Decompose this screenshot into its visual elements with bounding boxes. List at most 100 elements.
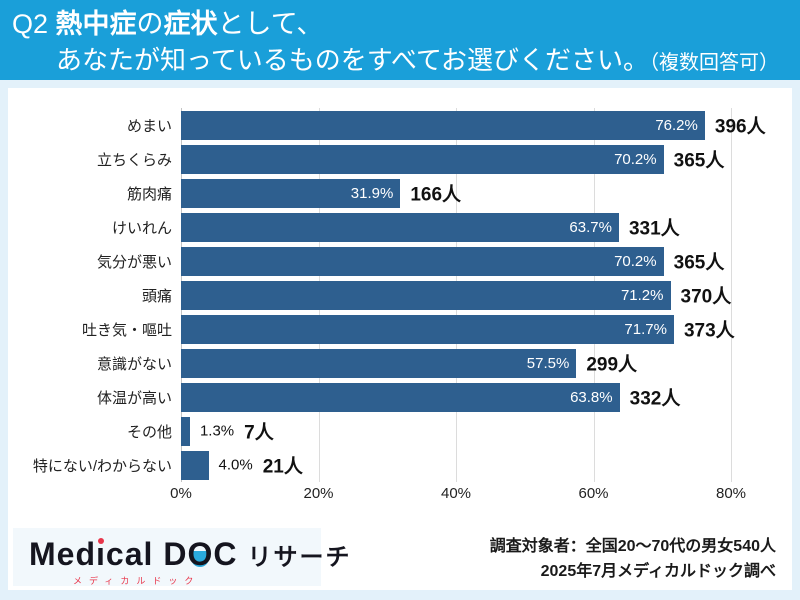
bar-value-labels: 331人: [629, 214, 680, 241]
medicaldoc-logo: Medı cal DO C リサーチ メディカルドック: [13, 528, 349, 586]
question-line2-note: （複数回答可）: [649, 51, 780, 74]
bar-count-label: 370人: [680, 286, 732, 308]
bar-percent-label: 71.7%: [624, 320, 667, 338]
category-label: 吐き気・嘔吐: [81, 321, 172, 339]
survey-note-line1: 調査対象者：全国20〜70代の男女540人: [489, 538, 776, 555]
question-line1-segment: として、: [217, 9, 324, 39]
bar-value-labels: 332人: [630, 384, 681, 411]
bar-row: 頭痛 71.2% 370人: [8, 278, 792, 312]
bar-percent-label: 70.2%: [614, 150, 657, 168]
question-line1-segment: 症状: [163, 9, 218, 39]
bar-value-labels: 4.0% 21人: [219, 452, 303, 479]
category-label: けいれん: [111, 219, 172, 237]
bar-row: 筋肉痛 31.9% 166人: [8, 176, 792, 210]
bar-percent-label: 4.0%: [218, 456, 253, 474]
bar: 31.9%: [181, 178, 401, 208]
bar-count-label: 365人: [673, 252, 725, 274]
bar-percent-label: 76.2%: [655, 116, 698, 134]
bar-count-label: 21人: [262, 456, 303, 478]
survey-note-line2: 2025年7月メディカルドック調べ: [540, 563, 776, 580]
bar-count-label: 7人: [244, 422, 274, 444]
bar: [181, 416, 190, 446]
bar-track: 70.2% 365人: [181, 144, 731, 174]
bar-row: 特にない/わからない 4.0% 21人: [8, 448, 792, 482]
bar-track: 70.2% 365人: [181, 246, 731, 276]
bar-count-label: 332人: [629, 388, 681, 410]
category-label: めまい: [126, 117, 172, 135]
logo-i-dot: [97, 538, 104, 544]
bar-track: 1.3% 7人: [181, 416, 731, 446]
bar-row: 意識がない 57.5% 299人: [8, 346, 792, 380]
bar-value-labels: 365人: [674, 146, 725, 173]
bar-track: 4.0% 21人: [181, 450, 731, 480]
category-label: 筋肉痛: [126, 185, 172, 203]
question-line1-segment: 熱中症: [55, 9, 137, 39]
question-line1-segment: Q2: [12, 9, 56, 39]
bar-percent-label: 63.8%: [570, 388, 613, 406]
category-label: 気分が悪い: [96, 253, 172, 271]
gridline: [731, 108, 732, 482]
bar-value-labels: 299人: [586, 350, 637, 377]
bar: 70.2%: [181, 246, 664, 276]
bar-percent-label: 1.3%: [199, 422, 235, 440]
chart-panel: めまい 76.2% 396人 立ちくらみ 70.2% 365人 筋肉痛 31.9% 166人 けい…: [8, 88, 792, 590]
bar-count-label: 396人: [714, 116, 766, 138]
logo-research-label: リサーチ: [247, 544, 352, 571]
bar-row: 気分が悪い 70.2% 365人: [8, 244, 792, 278]
bar-track: 63.7% 331人: [181, 212, 731, 242]
bar-count-label: 365人: [673, 150, 725, 172]
x-tick-label: 60%: [578, 485, 609, 502]
bar-row: めまい 76.2% 396人: [8, 108, 792, 142]
bar-chart: めまい 76.2% 396人 立ちくらみ 70.2% 365人 筋肉痛 31.9% 166人 けい…: [8, 108, 792, 507]
bar: [181, 450, 209, 480]
x-tick-label: 0%: [170, 485, 192, 502]
logo-line: Medı cal DO C リサーチ: [29, 536, 349, 573]
logo-kana-label: メディカルドック: [73, 576, 201, 586]
bar-track: 31.9% 166人: [181, 178, 731, 208]
bar-track: 63.8% 332人: [181, 382, 731, 412]
category-label: 頭痛: [141, 287, 172, 305]
bar: 76.2%: [181, 110, 705, 140]
bar-percent-label: 71.2%: [620, 286, 664, 304]
bar-value-labels: 365人: [674, 248, 725, 275]
bar-value-labels: 373人: [684, 316, 735, 343]
question-line1: Q2 熱中症の症状として、: [12, 7, 788, 43]
bar: 71.7%: [181, 314, 674, 344]
bar-value-labels: 370人: [681, 282, 732, 309]
bar-value-labels: 1.3% 7人: [200, 418, 274, 445]
question-line2: あなたが知っているものをすべてお選びください。（複数回答可）: [56, 43, 788, 77]
category-label: 特にない/わからない: [32, 457, 172, 475]
bar-percent-label: 70.2%: [614, 252, 657, 270]
bar-row: その他 1.3% 7人: [8, 414, 792, 448]
bar-track: 71.7% 373人: [181, 314, 735, 344]
survey-note: 調査対象者：全国20〜70代の男女540人 2025年7月メディカルドック調べ: [490, 534, 776, 584]
x-tick-label: 80%: [715, 485, 747, 502]
x-tick-label: 40%: [440, 485, 472, 502]
bar-count-label: 166人: [410, 184, 462, 206]
bar-percent-label: 57.5%: [526, 354, 570, 372]
bar-track: 57.5% 299人: [181, 348, 731, 378]
x-axis: 0% 20% 40% 60% 80%: [170, 485, 746, 507]
bar-track: 76.2% 396人: [181, 110, 766, 140]
question-line2-main: あなたが知っているものをすべてお選びください。: [56, 44, 650, 75]
bar-track: 71.2% 370人: [181, 280, 732, 310]
category-label: 意識がない: [96, 355, 172, 373]
x-tick-label: 20%: [303, 485, 334, 502]
bar-count-label: 299人: [586, 354, 638, 376]
bar-count-label: 373人: [683, 320, 735, 342]
bar: 71.2%: [181, 280, 671, 310]
category-label: 体温が高い: [96, 389, 172, 407]
category-label: 立ちくらみ: [96, 151, 172, 169]
bar: 70.2%: [181, 144, 664, 174]
bar-value-labels: 166人: [410, 180, 461, 207]
bar-row: けいれん 63.7% 331人: [8, 210, 792, 244]
bar-value-labels: 396人: [715, 112, 766, 139]
category-label: その他: [126, 423, 172, 441]
bar: 57.5%: [181, 348, 577, 378]
bar-percent-label: 31.9%: [350, 184, 394, 202]
bar-row: 体温が高い 63.8% 332人: [8, 380, 792, 414]
question-line1-segment: の: [136, 9, 164, 39]
bar-row: 吐き気・嘔吐 71.7% 373人: [8, 312, 792, 346]
bar: 63.7%: [181, 212, 619, 242]
question-header: Q2 熱中症の症状として、 あなたが知っているものをすべてお選びください。（複数…: [0, 0, 800, 80]
